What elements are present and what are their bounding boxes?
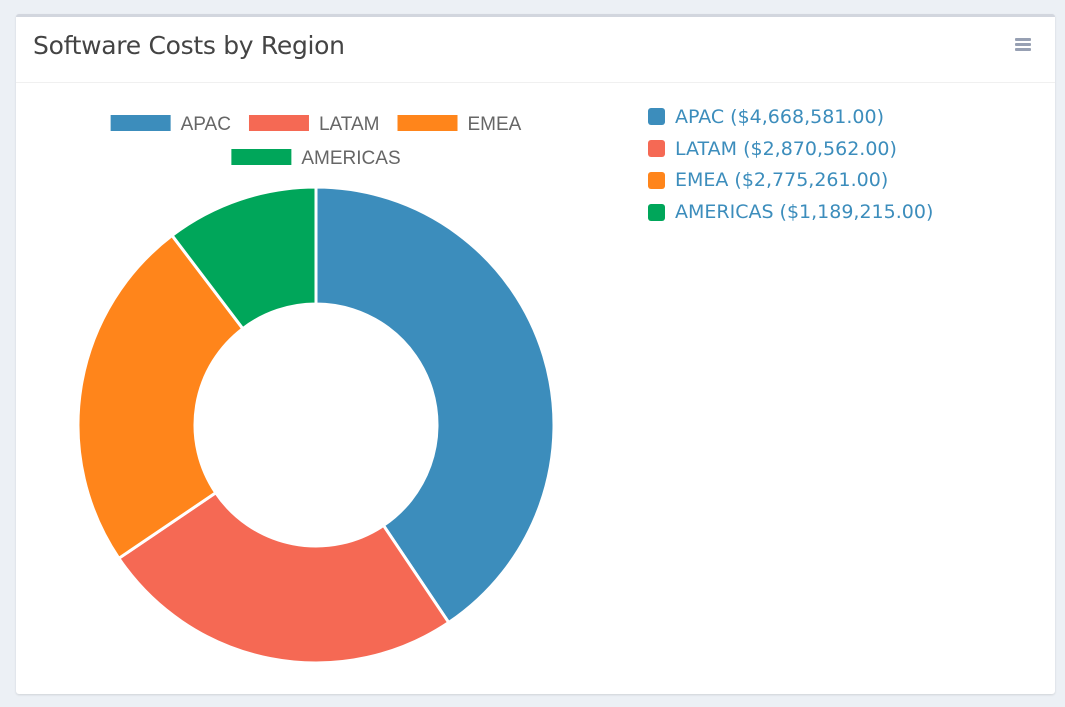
legend-list-amount: ($4,668,581.00) [730,105,884,128]
doughnut-slice-americas[interactable] [169,185,318,331]
legend-swatch [648,171,665,189]
legend-list-label: EMEA [675,169,729,192]
legend-list-label: LATAM [675,137,738,160]
chart-legend-swatch-americas[interactable] [231,149,292,165]
legend-swatch [648,140,665,158]
legend-list-amount: ($1,189,215.00) [779,201,934,224]
legend-list-amount: ($2,870,562.00) [743,137,897,160]
legend-list-label: AMERICAS [675,201,774,224]
legend-list-label: APAC [675,105,725,128]
doughnut-chart: APAC LATAM EMEA AMERICAS [76,114,556,665]
chart-legend-swatch-latam[interactable] [248,115,309,131]
legend-swatch [648,203,665,221]
chart-legend-swatch-emea[interactable] [397,115,458,131]
hamburger-menu-icon[interactable] [1015,38,1033,54]
legend-swatch [648,108,665,126]
software-costs-card: Software Costs by Region APAC LATAM EMEA AM… [16,14,1055,694]
doughnut-slice-emea[interactable] [76,233,245,561]
region-cost-legend: APAC ($4,668,581.00) LATAM ($2,870,562.00) E… [648,101,933,228]
chart-legend-swatch-apac[interactable] [110,115,171,131]
legend-list-amount: ($2,775,261.00) [734,169,889,192]
chart-legend-label-apac[interactable]: APAC [181,114,231,135]
legend-list-item-emea[interactable]: EMEA ($2,775,261.00) [648,165,933,197]
legend-list-item-apac[interactable]: APAC ($4,668,581.00) [648,101,933,133]
chart-legend-label-emea[interactable]: EMEA [468,114,522,135]
chart-legend-label-latam[interactable]: LATAM [319,114,380,135]
doughnut-chart-area: APAC LATAM EMEA AMERICAS [16,83,626,694]
legend-list-item-americas[interactable]: AMERICAS ($1,189,215.00) [648,196,933,228]
doughnut-slice-latam[interactable] [116,490,451,665]
doughnut-slice-apac[interactable] [314,185,556,625]
chart-legend-label-americas[interactable]: AMERICAS [301,148,400,169]
card-title: Software Costs by Region [33,31,345,60]
legend-list-item-latam[interactable]: LATAM ($2,870,562.00) [648,133,933,165]
card-header: Software Costs by Region [16,17,1055,83]
